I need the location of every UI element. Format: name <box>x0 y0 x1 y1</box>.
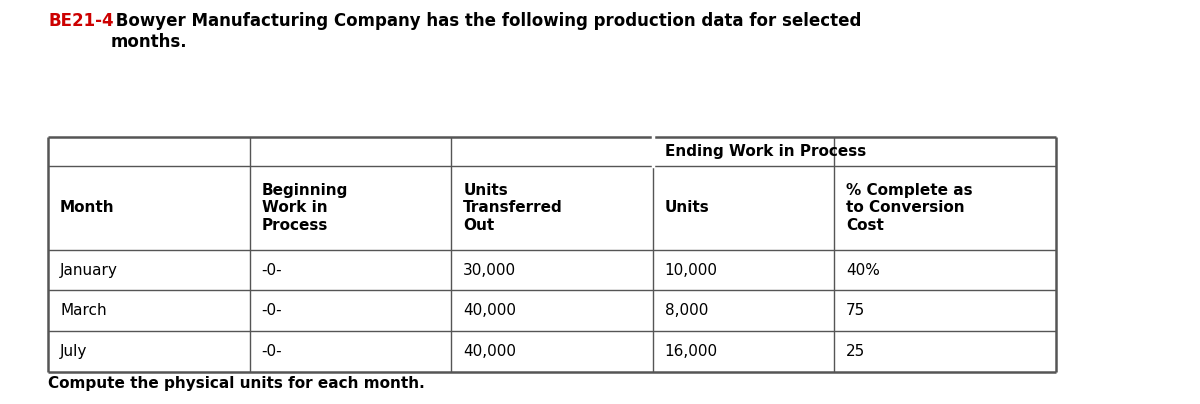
Text: % Complete as
to Conversion
Cost: % Complete as to Conversion Cost <box>846 183 973 233</box>
Text: 40%: 40% <box>846 263 880 278</box>
Text: Bowyer Manufacturing Company has the following production data for selected
mont: Bowyer Manufacturing Company has the fol… <box>110 12 862 51</box>
Text: 8,000: 8,000 <box>665 303 708 318</box>
Text: Month: Month <box>60 200 115 215</box>
Text: 30,000: 30,000 <box>463 263 516 278</box>
Text: 16,000: 16,000 <box>665 344 718 359</box>
Text: 75: 75 <box>846 303 865 318</box>
Text: Units: Units <box>665 200 709 215</box>
Text: 40,000: 40,000 <box>463 303 516 318</box>
Text: Beginning
Work in
Process: Beginning Work in Process <box>262 183 348 233</box>
Text: July: July <box>60 344 88 359</box>
Text: Compute the physical units for each month.: Compute the physical units for each mont… <box>48 376 425 391</box>
Text: 25: 25 <box>846 344 865 359</box>
Text: Ending Work in Process: Ending Work in Process <box>665 144 866 159</box>
Text: -0-: -0- <box>262 263 282 278</box>
Text: Units
Transferred
Out: Units Transferred Out <box>463 183 563 233</box>
Text: 10,000: 10,000 <box>665 263 718 278</box>
Text: BE21-4: BE21-4 <box>48 12 114 30</box>
Text: 40,000: 40,000 <box>463 344 516 359</box>
Text: -0-: -0- <box>262 344 282 359</box>
Text: -0-: -0- <box>262 303 282 318</box>
Text: January: January <box>60 263 118 278</box>
Text: March: March <box>60 303 107 318</box>
